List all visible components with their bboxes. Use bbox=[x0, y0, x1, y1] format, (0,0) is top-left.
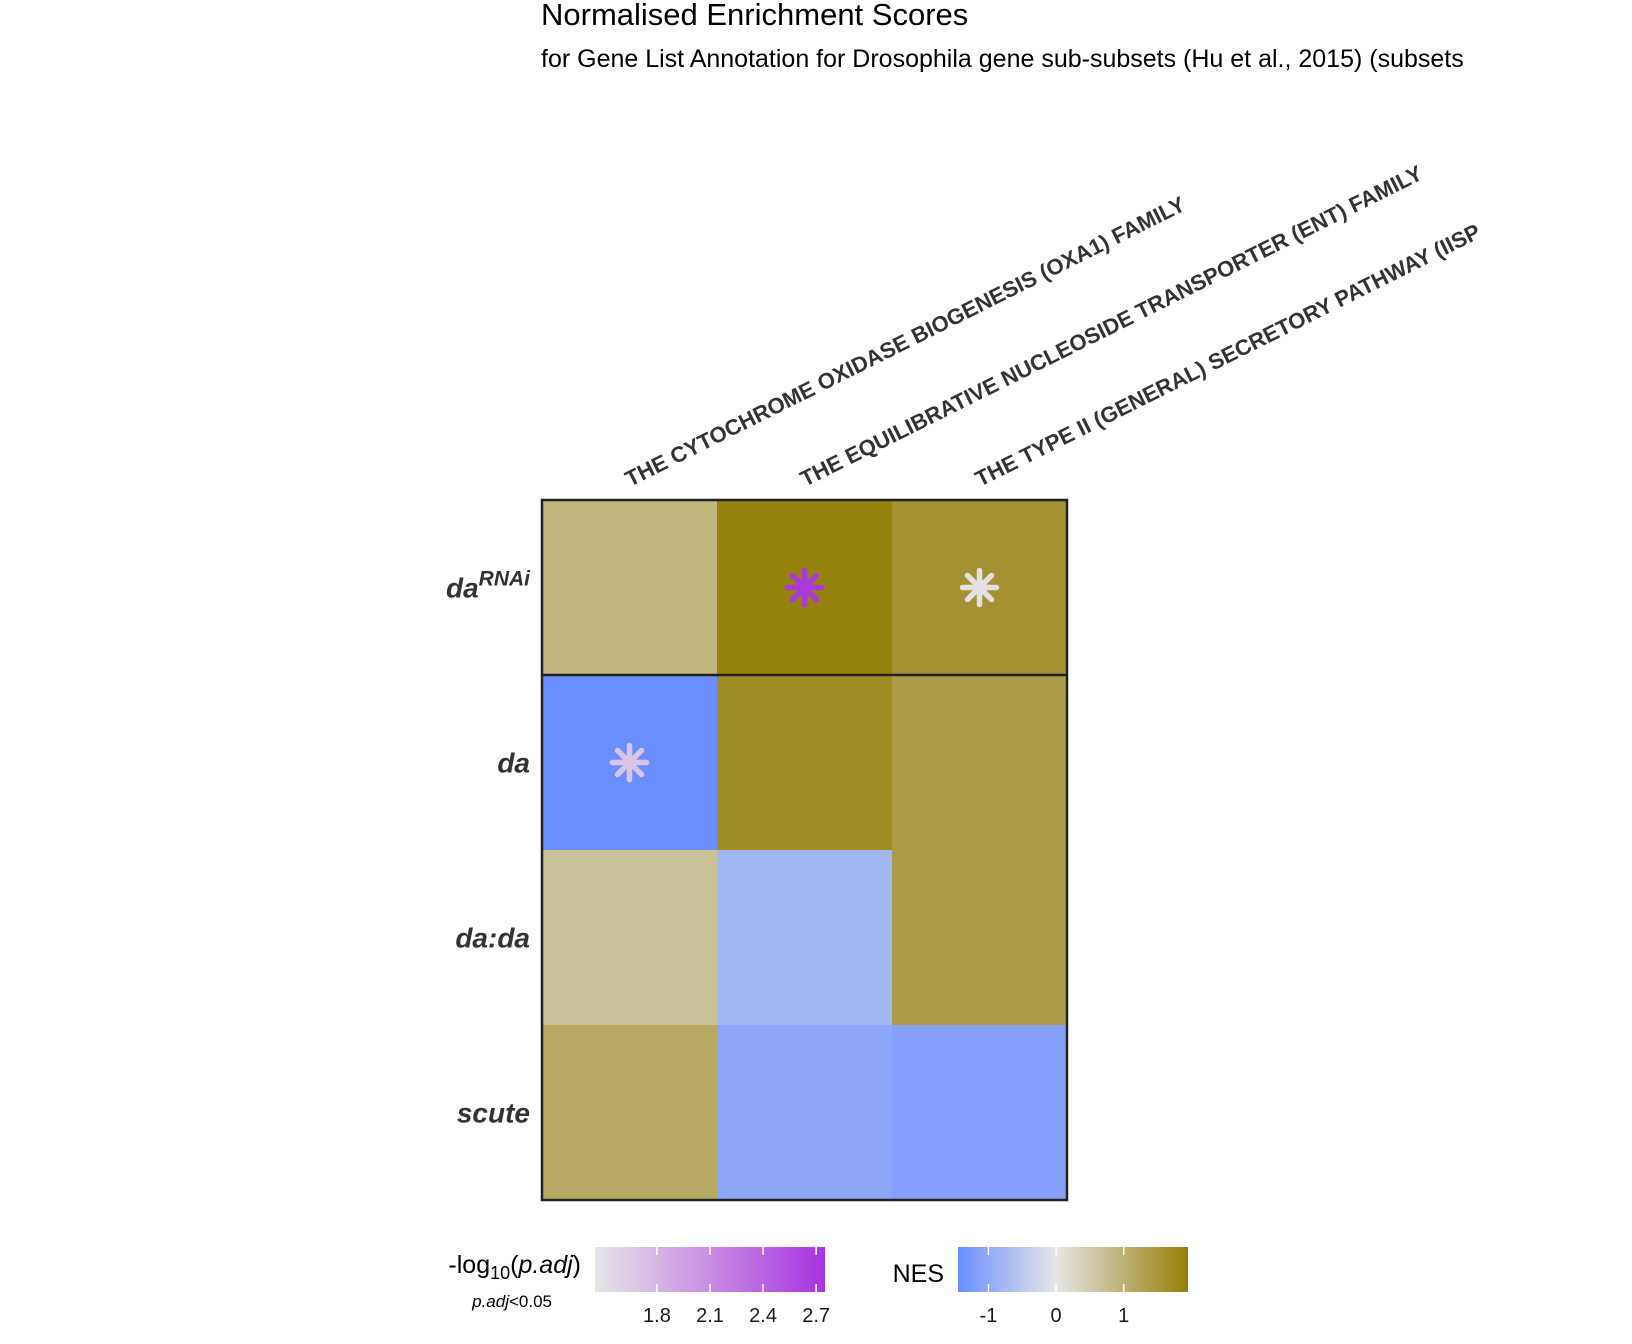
chart-title: Normalised Enrichment Scores bbox=[541, 0, 968, 32]
padj-title-paren-close: ) bbox=[573, 1251, 581, 1279]
padj-legend-title: -log10(p.adj) bbox=[448, 1251, 581, 1283]
heatmap-cell bbox=[542, 850, 717, 1025]
row-label-base: scute bbox=[457, 1098, 530, 1129]
significance-markers bbox=[609, 567, 1000, 783]
significance-star bbox=[959, 567, 1000, 608]
heatmap-cell bbox=[717, 1025, 892, 1200]
colorbar-tick-label: 0 bbox=[1051, 1305, 1062, 1327]
padj-title-paren-open: ( bbox=[510, 1251, 519, 1279]
heatmap-frame bbox=[540, 498, 1069, 1202]
row-label-base: da:da bbox=[455, 923, 530, 954]
padj-legend: -log10(p.adj) p.adj<0.05 1.8 2.1 2.4 2.7 bbox=[448, 1247, 830, 1327]
heatmap-cell bbox=[717, 675, 892, 850]
row-label: da:da bbox=[455, 923, 530, 954]
padj-title-sub: 10 bbox=[490, 1263, 510, 1283]
nes-legend-title: NES bbox=[893, 1260, 944, 1288]
padj-legend-note: p.adj<0.05 bbox=[471, 1292, 552, 1311]
colorbar-tick-label: -1 bbox=[980, 1305, 998, 1327]
padj-title-prefix: -log bbox=[448, 1251, 490, 1279]
row-label-base: da bbox=[497, 748, 530, 779]
colorbar-tick-label: 1.8 bbox=[643, 1305, 671, 1327]
nes-colorbar-ticks: -1 0 1 bbox=[980, 1247, 1129, 1327]
column-label: THE EQUILIBRATIVE NUCLEOSIDE TRANSPORTER… bbox=[796, 160, 1427, 491]
colorbar-tick-label: 1 bbox=[1118, 1305, 1129, 1327]
significance-star bbox=[784, 567, 825, 608]
chart-subtitle: for Gene List Annotation for Drosophila … bbox=[541, 45, 1464, 73]
heatmap-cell bbox=[542, 500, 717, 675]
colorbar-tick-label: 2.1 bbox=[696, 1305, 724, 1327]
padj-note-rest: <0.05 bbox=[509, 1292, 552, 1311]
heatmap-cell bbox=[892, 1025, 1067, 1200]
heatmap-cell bbox=[717, 850, 892, 1025]
padj-title-var: p.adj bbox=[517, 1251, 574, 1279]
colorbar-tick-label: 2.7 bbox=[802, 1305, 830, 1327]
nes-colorbar bbox=[958, 1247, 1188, 1292]
padj-colorbar-ticks: 1.8 2.1 2.4 2.7 bbox=[643, 1247, 830, 1327]
padj-note-var: p.adj bbox=[471, 1292, 510, 1311]
row-label: da bbox=[497, 748, 530, 779]
nes-legend: NES -1 0 1 bbox=[893, 1247, 1188, 1327]
row-label-base: da bbox=[446, 573, 479, 604]
row-label-superscript: RNAi bbox=[479, 568, 531, 591]
heatmap-cell bbox=[892, 675, 1067, 850]
column-labels: THE CYTOCHROME OXIDASE BIOGENESIS (OXA1)… bbox=[621, 160, 1484, 491]
row-label: scute bbox=[457, 1098, 530, 1129]
colorbar-tick-label: 2.4 bbox=[749, 1305, 777, 1327]
row-label: daRNAi bbox=[446, 568, 531, 604]
heatmap-cell bbox=[542, 1025, 717, 1200]
heatmap-cell bbox=[892, 850, 1067, 1025]
significance-star bbox=[609, 742, 650, 783]
